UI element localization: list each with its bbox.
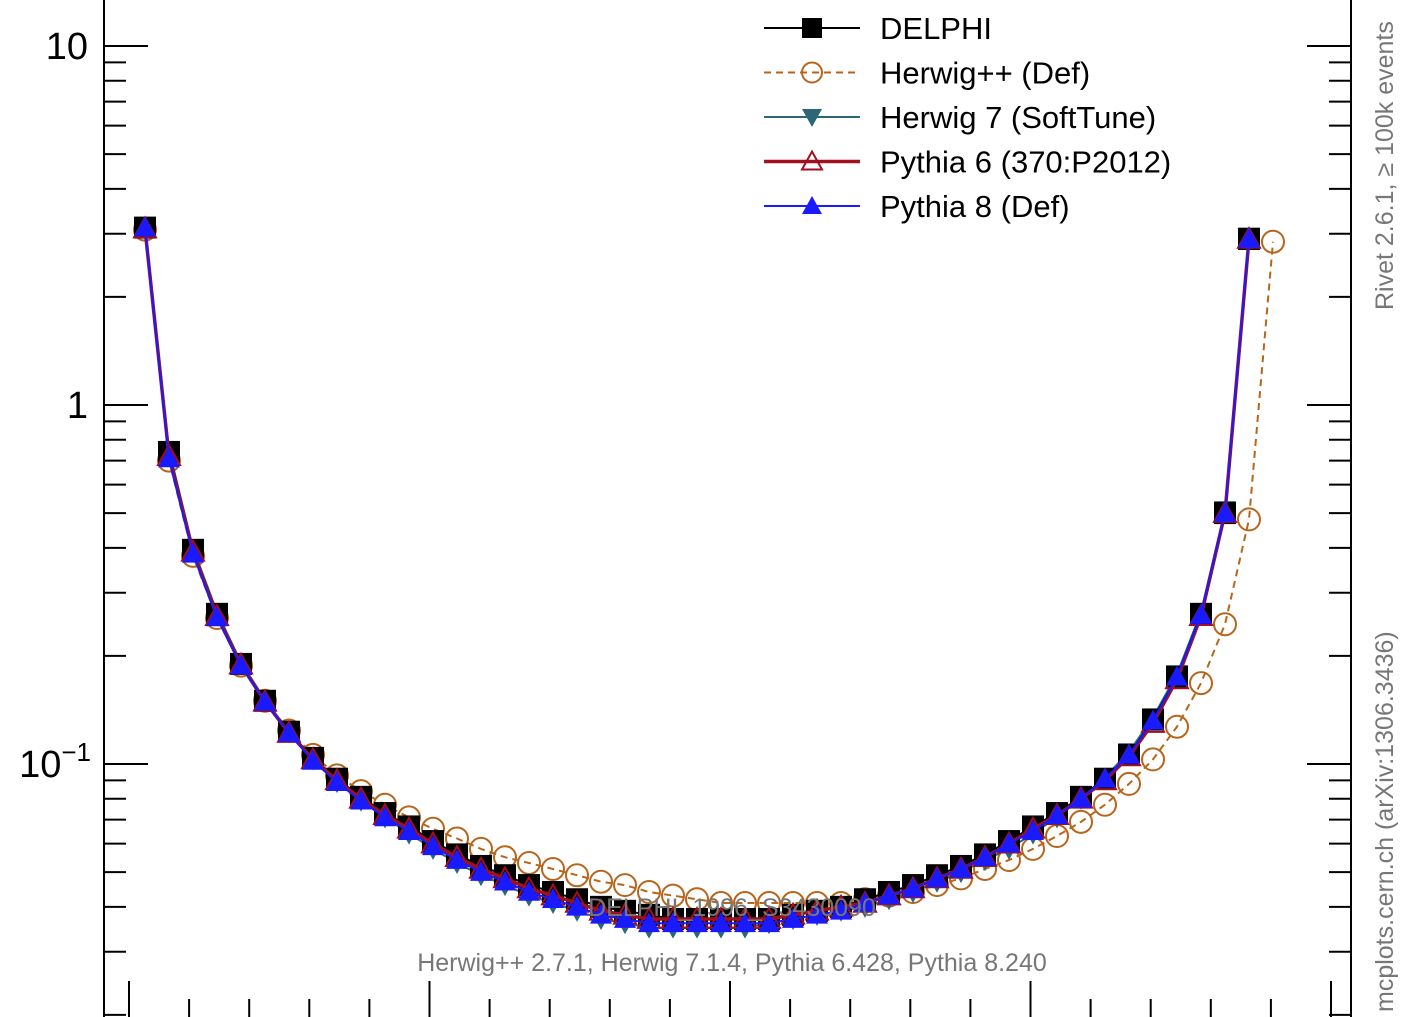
marker-pythia-8-def (182, 542, 204, 563)
line-pythia-8-def (144, 227, 1250, 925)
marker-herwig-def (589, 869, 613, 894)
marker-legend (802, 18, 822, 38)
marker-pythia-8-def (278, 721, 300, 742)
line-pythia-6-370-p2012 (143, 228, 1251, 921)
marker-herwig-def (565, 863, 589, 888)
plot-frame (103, 0, 1352, 1017)
marker-pythia-8-def (470, 861, 492, 881)
marker-herwig-def (1141, 747, 1165, 772)
marker-pythia-8-def (374, 806, 396, 827)
marker-herwig-def (1117, 771, 1141, 796)
marker-herwig-def (1093, 792, 1117, 817)
marker-herwig-def (1165, 714, 1189, 739)
marker-pythia-8-def (1166, 665, 1188, 686)
marker-legend (801, 61, 823, 84)
marker-legend (802, 109, 822, 127)
legend: DELPHI Herwig++ (Def) Herwig 7 (SoftTune) P… (764, 11, 1171, 224)
analysis-id-label: DELPHI_1996_S3430090 (588, 894, 876, 922)
marker-pythia-8-def (854, 892, 876, 912)
marker-herwig-def (517, 850, 541, 875)
marker-herwig-def (1237, 507, 1261, 532)
marker-pythia-8-def (1142, 709, 1164, 730)
marker-pythia-8-def (830, 899, 852, 920)
marker-pythia-8-def (230, 654, 252, 675)
legend-label: Herwig++ (Def) (880, 56, 1090, 91)
marker-pythia-8-def (1094, 767, 1116, 788)
marker-herwig-def (1213, 612, 1237, 637)
legend-label: Pythia 8 (Def) (880, 189, 1070, 224)
marker-pythia-8-def (518, 881, 540, 901)
marker-pythia-8-def (902, 877, 924, 898)
y-tick-label: 10−1 (19, 737, 91, 786)
marker-pythia-8-def (326, 771, 348, 791)
generators-label: Herwig++ 2.7.1, Herwig 7.1.4, Pythia 6.4… (417, 949, 1047, 977)
marker-pythia-8-def (422, 835, 444, 856)
marker-pythia-8-def (1190, 604, 1212, 624)
marker-herwig-def (1189, 671, 1213, 696)
legend-item-herwig-7-softtune: Herwig 7 (SoftTune) (764, 100, 1156, 135)
line-herwig-def (144, 229, 1274, 904)
marker-herwig-def (613, 873, 637, 898)
marker-pythia-8-def (158, 447, 180, 468)
marker-pythia-8-def (590, 903, 612, 924)
marker-pythia-8-def (1046, 804, 1068, 825)
marker-pythia-8-def (302, 749, 324, 770)
marker-pythia-8-def (1070, 787, 1092, 808)
series-layer (132, 215, 1285, 939)
line-delphi (144, 227, 1250, 920)
legend-item-herwig-def: Herwig++ (Def) (764, 56, 1090, 91)
marker-pythia-8-def (1022, 820, 1044, 840)
marker-pythia-8-def (1118, 743, 1140, 764)
marker-pythia-8-def (614, 908, 636, 928)
marker-pythia-8-def (446, 849, 468, 869)
y-tick-label: 10 (46, 26, 88, 68)
marker-legend (800, 149, 824, 171)
legend-item-pythia-8-def: Pythia 8 (Def) (764, 189, 1070, 224)
marker-pythia-8-def (566, 895, 588, 916)
series-herwig-def (133, 217, 1285, 916)
marker-herwig-def (1069, 809, 1093, 834)
y-axis-ticks: 10−1 1 10 (19, 26, 1351, 1016)
x-axis-ticks (128, 981, 1332, 1017)
marker-pythia-8-def (638, 912, 660, 933)
marker-herwig-def (1261, 229, 1285, 254)
marker-pythia-8-def (734, 912, 756, 933)
marker-pythia-8-def (1238, 227, 1260, 248)
line-herwig-7-softtune (144, 228, 1250, 929)
marker-pythia-8-def (350, 789, 372, 810)
marker-pythia-8-def (806, 903, 828, 924)
legend-label: Pythia 6 (370:P2012) (880, 145, 1171, 180)
rivet-side-label: Rivet 2.6.1, ≥ 100k events (1371, 21, 1399, 310)
y-tick-label: 1 (67, 385, 88, 427)
legend-label: Herwig 7 (SoftTune) (880, 100, 1156, 135)
marker-pythia-8-def (1214, 502, 1236, 522)
marker-pythia-8-def (998, 832, 1020, 853)
marker-pythia-8-def (950, 857, 972, 878)
legend-item-delphi: DELPHI (764, 11, 992, 46)
marker-herwig-def (541, 856, 565, 881)
marker-herwig-def (637, 880, 661, 905)
series-herwig-7-softtune (134, 219, 1260, 939)
legend-item-pythia-6-370-p2012: Pythia 6 (370:P2012) (764, 145, 1171, 180)
mcplots-side-label: mcplots.cern.ch (arXiv:1306.3436) (1371, 631, 1399, 1012)
marker-pythia-8-def (758, 912, 780, 933)
marker-pythia-8-def (686, 912, 708, 933)
marker-pythia-8-def (542, 888, 564, 909)
marker-pythia-8-def (206, 606, 228, 627)
marker-pythia-8-def (398, 820, 420, 840)
marker-pythia-8-def (974, 846, 996, 867)
marker-pythia-8-def (662, 912, 684, 933)
marker-pythia-8-def (710, 912, 732, 933)
marker-legend (802, 196, 822, 214)
marker-pythia-8-def (878, 884, 900, 905)
series-pythia-8-def (134, 216, 1260, 933)
marker-pythia-8-def (494, 870, 516, 891)
marker-pythia-8-def (134, 216, 156, 237)
marker-pythia-8-def (254, 690, 276, 711)
marker-pythia-8-def (782, 908, 804, 928)
marker-pythia-8-def (926, 867, 948, 888)
legend-label: DELPHI (880, 11, 992, 46)
